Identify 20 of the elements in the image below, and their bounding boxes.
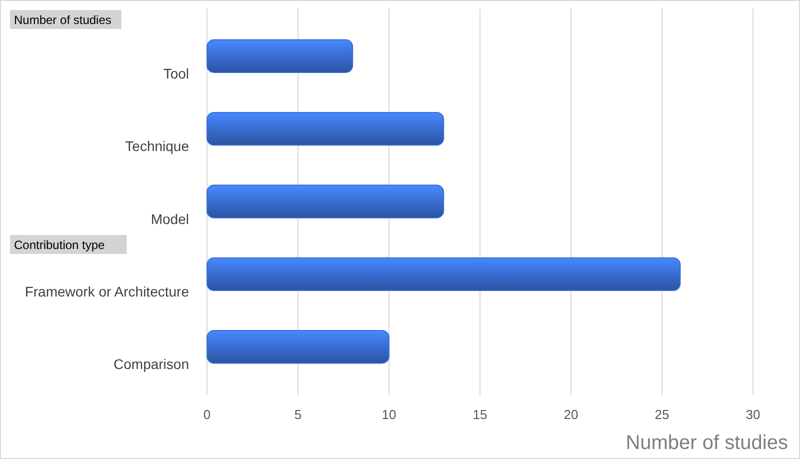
bar	[206, 184, 444, 218]
bar	[206, 330, 390, 364]
x-tick-label: 10	[382, 407, 396, 422]
y-tick-label: Model	[150, 210, 189, 227]
x-tick-label: 20	[564, 407, 578, 422]
bar	[206, 257, 681, 292]
x-tick-label: 5	[294, 407, 302, 422]
x-tick-label: 30	[746, 407, 760, 422]
y-tick-label: Tool	[163, 66, 189, 82]
x-tick-label: 25	[654, 407, 670, 422]
x-tick-label: 0	[203, 407, 211, 422]
y-tick-label: Framework or Architecture	[24, 284, 190, 300]
text: Number of studies	[14, 13, 112, 27]
x-axis-title: Number of studies	[626, 432, 788, 454]
y-tick-label: Comparison	[114, 356, 189, 372]
x-tick-label: 15	[472, 407, 488, 422]
bar	[206, 39, 354, 74]
y-tick-label: Technique	[125, 138, 190, 154]
bar	[206, 112, 444, 146]
text: Contribution type	[14, 238, 106, 252]
